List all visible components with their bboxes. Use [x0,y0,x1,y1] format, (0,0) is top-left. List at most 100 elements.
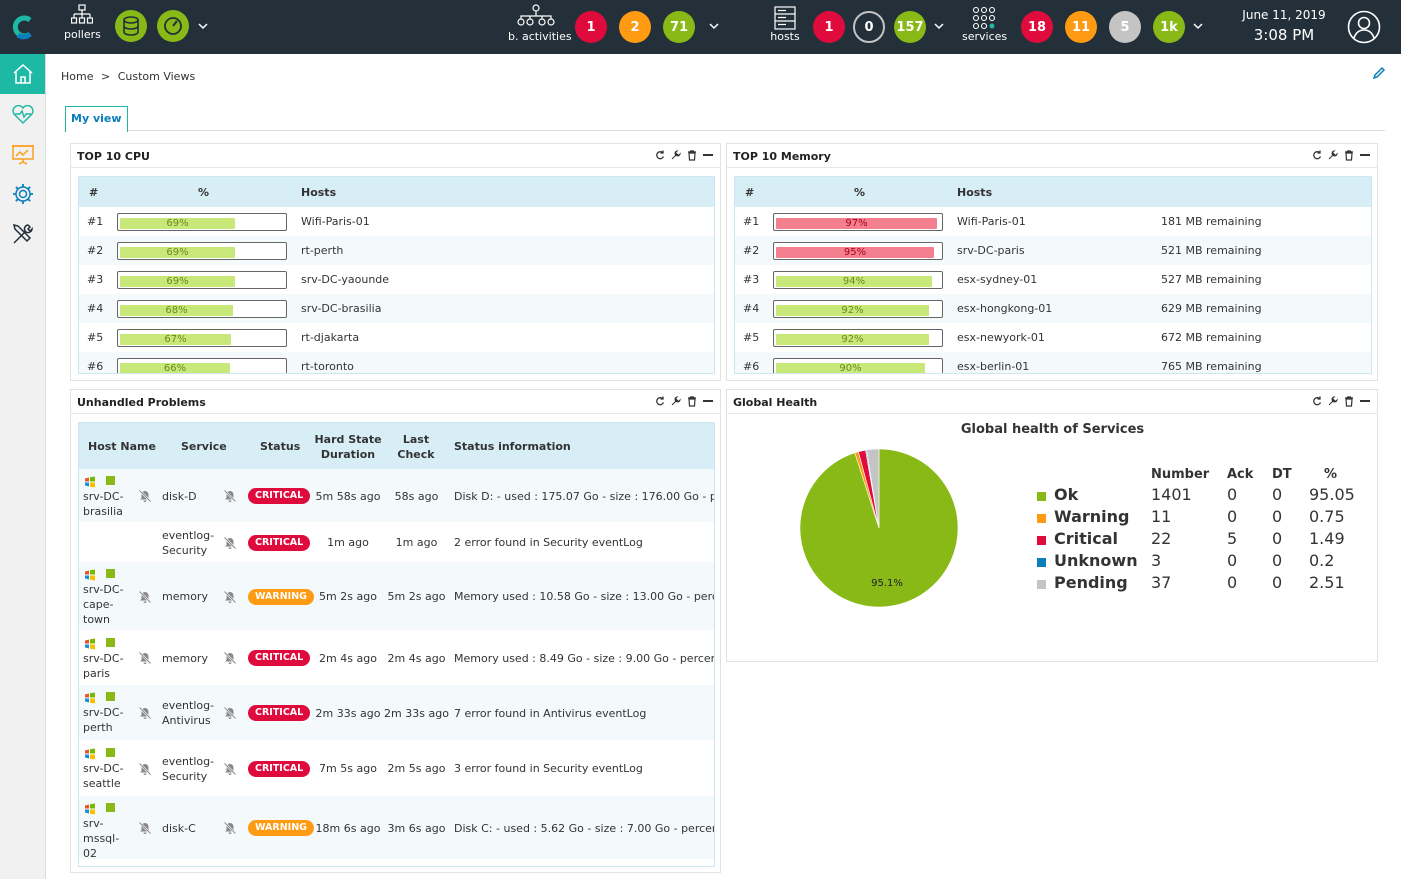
problem-row[interactable]: srv-DC-cape-town memory WARNING 5m 2s ago 5m… [79,562,714,631]
host-name[interactable]: esx-berlin-01 [957,360,1030,373]
refresh-icon[interactable] [1311,148,1323,162]
hosts-button[interactable]: hosts [770,6,800,43]
services-ok-count[interactable]: 1k [1153,11,1185,43]
service-name[interactable]: memory [162,590,208,603]
trash-icon[interactable] [686,148,698,162]
wrench-icon[interactable] [1327,148,1339,162]
minimize-icon[interactable] [1359,148,1371,162]
chevron-down-icon[interactable] [932,19,946,33]
memory-row[interactable]: #4 92% esx-hongkong-01 629 MB remaining [735,294,1371,323]
col-service[interactable]: Service [181,440,227,453]
service-name[interactable]: eventlog- [162,699,215,712]
breadcrumb-current[interactable]: Custom Views [117,70,196,83]
memory-row[interactable]: #3 94% esx-sydney-01 527 MB remaining [735,265,1371,294]
sidebar-item-monitoring[interactable] [0,94,45,134]
service-name[interactable]: memory [162,651,208,665]
hosts-down-count[interactable]: 1 [813,11,845,43]
database-status[interactable] [115,10,147,42]
col-last-check[interactable]: Last Check [393,432,439,462]
refresh-icon[interactable] [654,148,666,162]
services-button[interactable]: services [962,6,1007,43]
service-name[interactable]: eventlog- [162,754,215,768]
problem-row[interactable]: srv-mssql- 02 disk-C WARNING 18m 6s ago 3m 6s… [79,796,714,860]
legend-item[interactable]: Ok 1401 0 0 95.05 [1037,485,1357,507]
host-name[interactable]: 02 [83,847,97,860]
edit-pencil-icon[interactable] [1372,66,1386,80]
tab-my-view[interactable]: My view [65,106,128,132]
services-warning-count[interactable]: 11 [1065,11,1097,43]
host-name[interactable]: esx-newyork-01 [957,331,1045,344]
service-name[interactable]: Antivirus [162,714,211,727]
chevron-down-icon[interactable] [196,19,210,33]
pie-slice-pending[interactable] [866,448,880,529]
host-name[interactable]: srv-DC- [83,652,124,665]
sidebar-item-configuration[interactable] [0,174,45,214]
host-name[interactable]: srv-DC- [83,762,124,775]
centreon-logo[interactable] [0,0,46,54]
hosts-unreachable-count[interactable]: 0 [853,11,885,43]
trash-icon[interactable] [686,394,698,408]
chevron-down-icon[interactable] [1191,19,1205,33]
host-name[interactable]: Wifi-Paris-01 [957,215,1026,228]
trash-icon[interactable] [1343,394,1355,408]
col-status[interactable]: Status [260,440,301,453]
host-name[interactable]: esx-sydney-01 [957,273,1038,286]
sidebar-item-home[interactable] [0,54,45,94]
host-name[interactable]: Wifi-Paris-01 [301,215,370,228]
legend-item[interactable]: Warning 11 0 0 0.75 [1037,507,1357,529]
service-name[interactable]: disk-C [162,821,196,835]
cpu-row[interactable]: #5 67% rt-djakarta [79,323,714,352]
cpu-row[interactable]: #3 69% srv-DC-yaounde [79,265,714,294]
host-name[interactable]: brasilia [83,505,123,518]
host-name[interactable]: paris [83,667,111,680]
wrench-icon[interactable] [670,148,682,162]
user-profile-icon[interactable] [1347,10,1381,44]
activities-button[interactable]: b. activities [508,4,572,43]
host-name[interactable]: rt-toronto [301,360,354,373]
legend-item[interactable]: Critical 22 5 0 1.49 [1037,529,1357,551]
chevron-down-icon[interactable] [707,19,721,33]
memory-row[interactable]: #1 97% Wifi-Paris-01 181 MB remaining [735,207,1371,236]
sidebar-item-administration[interactable] [0,214,45,254]
host-name[interactable]: srv- [83,817,104,830]
problem-row[interactable]: srv-DC-seattle eventlog- Security CRITICAL 7… [79,741,714,796]
host-name[interactable]: mssql- [83,832,120,845]
latency-status[interactable] [157,10,189,42]
host-name[interactable]: perth [83,721,113,734]
col-host-name[interactable]: Host Name [88,440,156,453]
service-name[interactable]: Security [162,769,208,783]
host-name[interactable]: srv-DC-paris [957,244,1025,257]
activities-warning-count[interactable]: 2 [619,11,651,43]
col-hard-state-duration[interactable]: Hard State Duration [311,432,385,462]
cpu-row[interactable]: #1 69% Wifi-Paris-01 [79,207,714,236]
refresh-icon[interactable] [1311,394,1323,408]
host-name[interactable]: srv-DC- [83,706,124,719]
host-name[interactable]: srv-DC- [83,490,124,503]
legend-item[interactable]: Unknown 3 0 0 0.2 [1037,551,1357,573]
breadcrumb-home[interactable]: Home [61,70,94,83]
problem-row[interactable]: srv-DC-brasilia disk-D CRITICAL 5m 58s ago 5… [79,469,714,523]
cpu-row[interactable]: #4 68% srv-DC-brasilia [79,294,714,323]
legend-item[interactable]: Pending 37 0 0 2.51 [1037,573,1357,595]
cpu-row[interactable]: #6 66% rt-toronto [79,352,714,373]
services-unknown-count[interactable]: 5 [1109,11,1141,43]
pollers-button[interactable]: pollers [64,4,101,41]
activities-ok-count[interactable]: 71 [663,11,695,43]
host-name[interactable]: esx-hongkong-01 [957,302,1053,315]
memory-row[interactable]: #6 90% esx-berlin-01 765 MB remaining [735,352,1371,373]
wrench-icon[interactable] [1327,394,1339,408]
host-name[interactable]: rt-perth [301,244,344,257]
host-name[interactable]: srv-DC- [83,583,124,596]
host-name[interactable]: seattle [83,777,121,790]
activities-critical-count[interactable]: 1 [575,11,607,43]
minimize-icon[interactable] [702,394,714,408]
hosts-up-count[interactable]: 157 [894,11,926,43]
cpu-row[interactable]: #2 69% rt-perth [79,236,714,265]
service-name[interactable]: Security [162,543,208,557]
service-name[interactable]: disk-D [162,489,197,503]
memory-row[interactable]: #5 92% esx-newyork-01 672 MB remaining [735,323,1371,352]
trash-icon[interactable] [1343,148,1355,162]
host-name[interactable]: srv-DC-yaounde [301,273,390,286]
host-name[interactable]: town [83,613,111,626]
memory-row[interactable]: #2 95% srv-DC-paris 521 MB remaining [735,236,1371,265]
